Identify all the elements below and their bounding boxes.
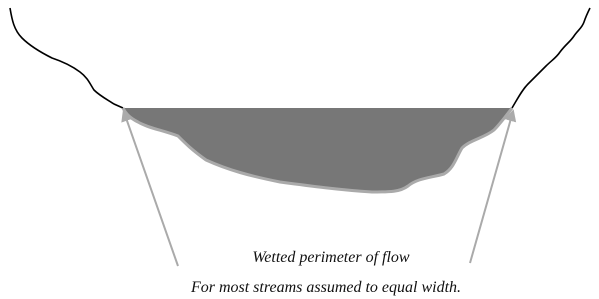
diagram: Wetted perimeter of flow For most stream… [0,0,599,299]
arrow-left [125,115,178,266]
caption: Wetted perimeter of flow [252,249,409,266]
right-bank [512,8,590,108]
water [123,108,512,192]
left-bank [10,8,123,108]
caption: For most streams assumed to equal width. [190,279,461,296]
page: Wetted perimeter of flow For most stream… [0,0,599,299]
